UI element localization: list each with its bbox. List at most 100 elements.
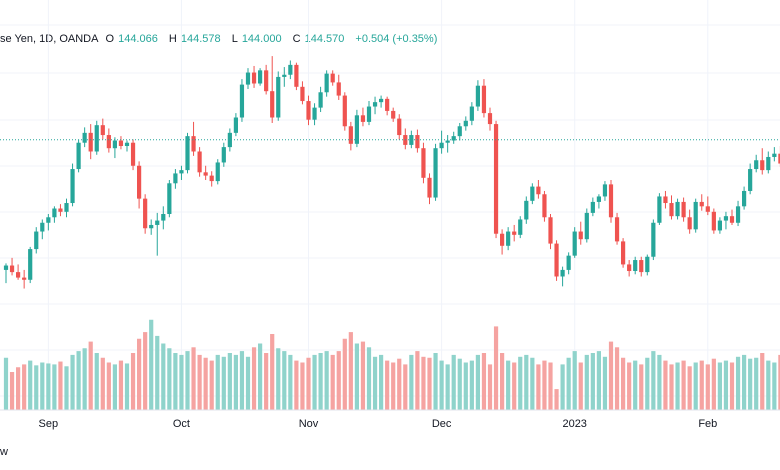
candle-body: [760, 160, 765, 171]
candle-body: [245, 72, 251, 85]
candle-body: [143, 198, 148, 229]
candle-body: [566, 255, 571, 270]
candle-body: [173, 173, 178, 184]
candle-body: [457, 126, 462, 137]
candle-body: [22, 277, 27, 280]
candle-body: [645, 256, 650, 273]
change-value: +0.504 (+0.35%): [355, 33, 438, 45]
volume-bar: [433, 353, 438, 410]
volume-bar: [729, 362, 735, 410]
volume-bar: [518, 356, 523, 410]
volume-bar: [385, 360, 390, 410]
candle-body: [40, 222, 45, 232]
candle-body: [155, 220, 160, 225]
volume-bar: [530, 357, 535, 410]
volume-bar: [173, 353, 178, 410]
x-tick-label: Dec: [432, 418, 452, 430]
volume-bar: [554, 389, 559, 410]
candle-body: [348, 126, 353, 144]
candle-body: [336, 82, 341, 96]
low-value: L 144.000: [231, 33, 282, 45]
volume-bar: [155, 335, 160, 410]
candle-body: [633, 260, 638, 271]
candle-body: [88, 132, 93, 152]
volume-bar: [245, 356, 251, 410]
grid-lines: [0, 0, 780, 410]
x-tick-label: Oct: [173, 418, 190, 430]
volume-bar: [487, 364, 493, 410]
volume-bar: [22, 364, 27, 410]
candle-body: [209, 175, 214, 182]
volume-bar: [693, 362, 698, 410]
candle-body: [542, 194, 547, 218]
volume-bar: [415, 351, 420, 410]
volume-bar: [735, 356, 741, 410]
volume-bar: [197, 354, 202, 410]
candle-body: [149, 224, 154, 229]
candle-body: [76, 142, 81, 170]
candle-body: [699, 201, 704, 207]
volume-bar: [64, 366, 69, 410]
candle-body: [360, 115, 366, 122]
volume-bar: [82, 348, 87, 410]
candle-body: [9, 265, 15, 273]
volume-bar: [167, 348, 172, 410]
candle-body: [227, 132, 232, 148]
candle-body: [239, 84, 245, 118]
candle-body: [203, 172, 208, 176]
volume-bar: [288, 354, 293, 410]
volume-bar: [524, 354, 529, 410]
volume-bar: [209, 360, 214, 410]
candle-body: [282, 74, 287, 77]
volume-bar: [9, 372, 15, 410]
candle-body: [493, 124, 499, 234]
candle-body: [427, 177, 432, 198]
candle-body: [518, 219, 523, 235]
candle-body: [439, 142, 444, 149]
candle-body: [469, 106, 474, 121]
volume-bar: [124, 363, 130, 410]
volume-bar: [772, 362, 777, 410]
candle-body: [100, 125, 105, 136]
candle-body: [572, 231, 577, 256]
candle-body: [475, 85, 480, 107]
candle-body: [342, 95, 347, 127]
candle-body: [270, 91, 275, 118]
volume-bar: [621, 357, 626, 410]
candle-body: [137, 165, 142, 199]
volume-bar: [669, 364, 674, 410]
candle-body: [754, 160, 759, 170]
volume-bar: [699, 360, 704, 410]
candle-body: [560, 269, 565, 277]
volume-bar: [512, 362, 517, 410]
candle-body: [487, 113, 493, 125]
candle-body: [372, 102, 378, 107]
volume-bar: [451, 354, 456, 410]
volume-bar: [566, 357, 571, 410]
candle-body: [548, 217, 553, 244]
candle-body: [651, 222, 656, 257]
volume-bar: [88, 341, 93, 410]
volume-bar: [651, 351, 656, 410]
volume-bar: [354, 343, 359, 410]
volume-bar: [584, 354, 589, 410]
volume-bar: [572, 351, 577, 410]
candle-body: [512, 231, 517, 235]
candle-body: [221, 147, 226, 163]
volume-bar: [130, 353, 136, 410]
volume-bar: [705, 364, 710, 410]
symbol-label: se Yen, 1D, OANDA: [0, 33, 99, 45]
volume-bar: [143, 332, 148, 410]
candle-body: [330, 73, 335, 83]
candle-body: [300, 86, 305, 102]
candle-body: [451, 136, 456, 141]
candle-body: [711, 211, 716, 231]
candle-body: [28, 249, 33, 280]
candles: [3, 56, 780, 289]
volume-bar: [28, 360, 33, 410]
x-tick-label: Nov: [299, 418, 319, 430]
candle-body: [590, 201, 595, 213]
candle-body: [118, 140, 124, 147]
volume-bar: [506, 360, 511, 410]
